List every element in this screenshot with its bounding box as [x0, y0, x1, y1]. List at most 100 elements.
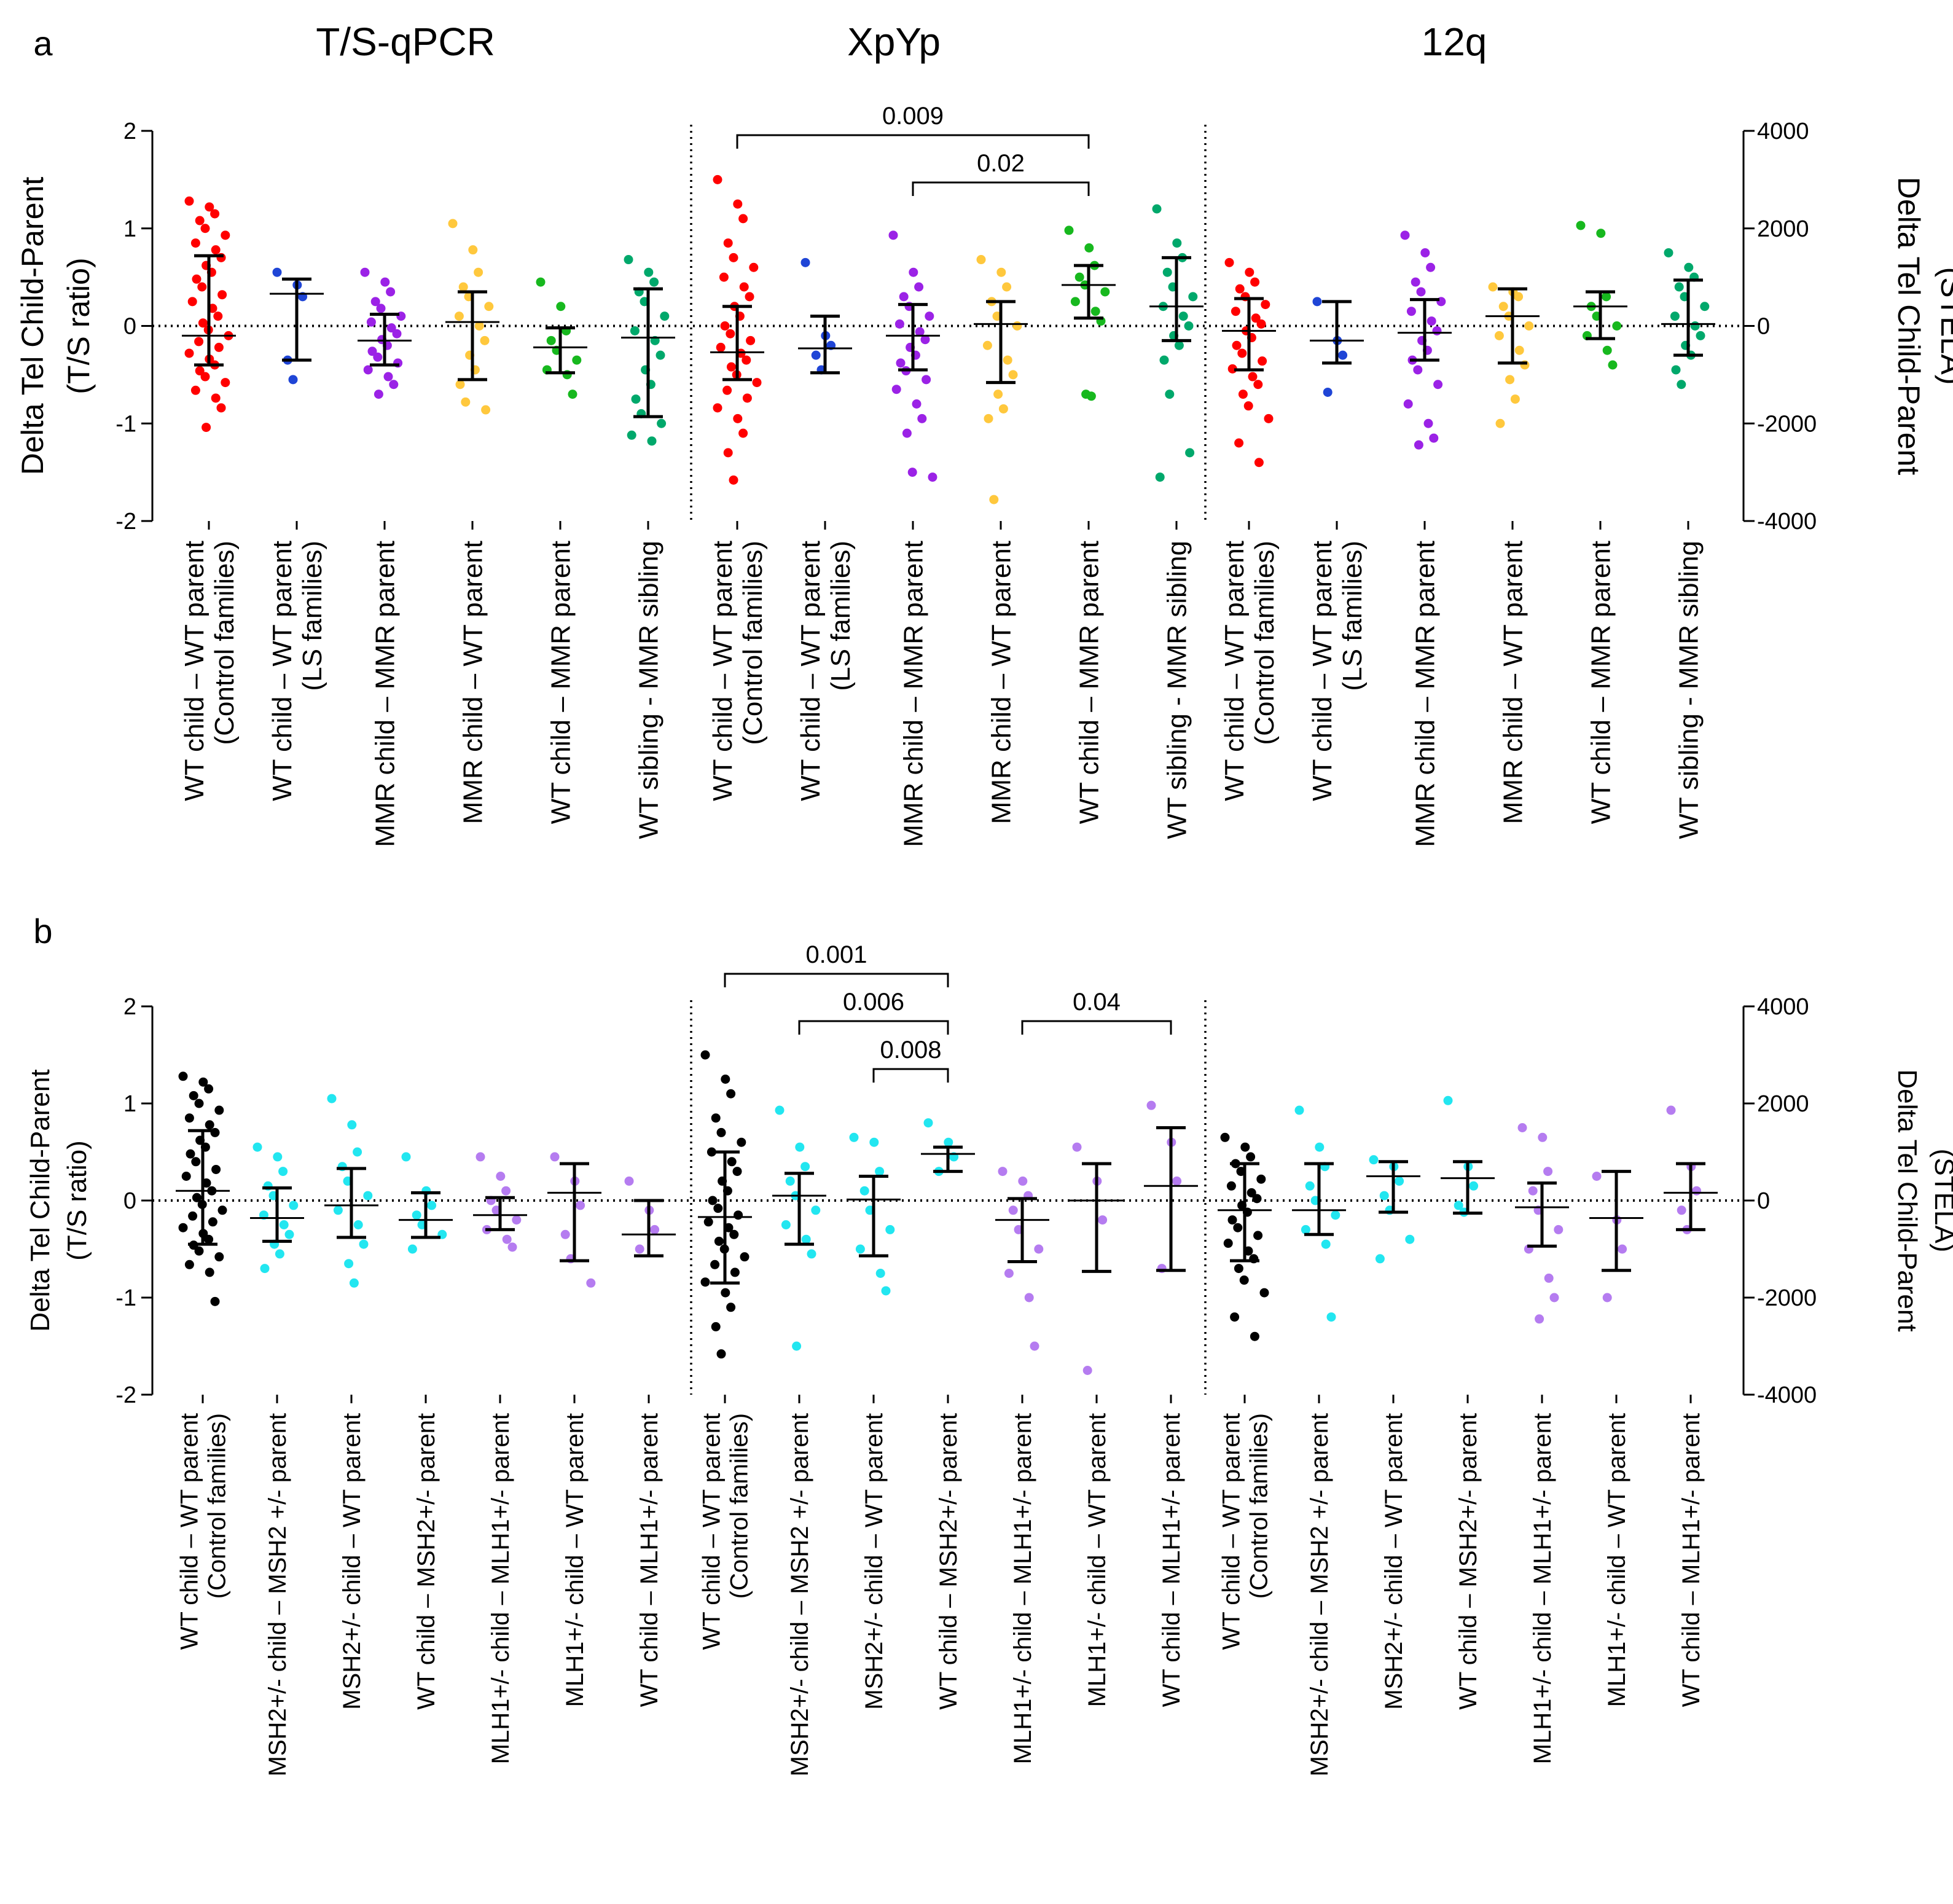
significance-bracket	[798, 1020, 949, 1035]
data-point	[480, 335, 490, 345]
data-point	[190, 385, 200, 395]
data-point	[998, 1167, 1008, 1177]
data-point	[1258, 356, 1267, 366]
data-point	[1238, 390, 1248, 399]
data-point	[1070, 297, 1080, 307]
data-point	[657, 418, 667, 428]
data-point	[894, 319, 904, 329]
data-point	[366, 317, 376, 327]
data-point	[1146, 1100, 1156, 1110]
data-point	[920, 335, 930, 345]
data-point	[211, 1164, 221, 1174]
data-point	[885, 1224, 895, 1234]
data-point	[1252, 1194, 1262, 1204]
data-point	[1338, 350, 1348, 360]
significance-bracket	[724, 973, 949, 987]
data-point	[1100, 287, 1110, 297]
data-point	[1395, 1176, 1404, 1186]
category-label: WT child – WT parent	[179, 541, 209, 801]
y-tick-label-right: 0	[1757, 314, 1770, 340]
data-point	[1429, 433, 1439, 443]
data-point	[392, 329, 402, 339]
data-point	[729, 1229, 739, 1239]
data-point	[202, 423, 211, 433]
data-point	[1400, 230, 1410, 240]
panel-letter: b	[33, 912, 52, 950]
category-label: MMR child – MMR parent	[898, 541, 928, 847]
category-label: WT child – WT parent	[1307, 541, 1337, 801]
data-point	[333, 1205, 343, 1215]
y-tick-label-left: -2	[115, 509, 136, 535]
y-tick-label-left: 2	[123, 119, 136, 144]
data-point	[353, 1220, 363, 1229]
y-tick-label-right: 4000	[1757, 119, 1809, 144]
data-point	[374, 390, 383, 399]
data-point	[217, 290, 227, 300]
data-point	[781, 1220, 791, 1229]
data-point	[729, 253, 738, 262]
data-point	[923, 1118, 933, 1128]
data-point	[476, 1152, 485, 1162]
data-point	[1375, 1254, 1385, 1264]
data-point	[1261, 300, 1270, 310]
data-point	[928, 472, 937, 482]
p-value-label: 0.001	[805, 941, 867, 968]
data-point	[353, 1147, 362, 1157]
data-point	[412, 1210, 421, 1220]
category-label: MLH1+/- child – MLH1+/- parent	[487, 1413, 514, 1764]
category-label: WT child – WT parent	[267, 541, 297, 801]
data-point	[1184, 321, 1194, 331]
p-value-label: 0.04	[1073, 989, 1121, 1016]
data-point	[194, 1099, 204, 1108]
data-point	[745, 292, 754, 302]
data-point	[560, 1229, 570, 1239]
p-value-label: 0.02	[977, 150, 1025, 177]
data-point	[727, 1157, 737, 1167]
category-label: MLH1+/- child – MLH1+/- parent	[1009, 1413, 1036, 1764]
data-point	[216, 403, 226, 413]
data-point	[1312, 297, 1322, 307]
data-point	[1677, 1205, 1686, 1215]
data-point	[370, 297, 380, 307]
data-point	[1469, 1181, 1479, 1191]
data-point	[729, 475, 738, 485]
data-point	[732, 1167, 742, 1177]
data-point	[875, 1269, 885, 1278]
y-axis-title-left: Delta Tel Child-Parent	[25, 1069, 55, 1331]
data-point	[181, 1172, 191, 1181]
data-point	[1256, 319, 1266, 329]
data-point	[722, 385, 732, 395]
data-point	[184, 348, 194, 358]
data-point	[214, 1252, 224, 1262]
data-point	[1423, 418, 1433, 428]
category-label: MLH1+/- child – MLH1+/- parent	[1529, 1413, 1556, 1764]
data-point	[1670, 311, 1680, 321]
category-label: MSH2+/- child – WT parent	[339, 1413, 366, 1710]
data-point	[713, 1204, 723, 1213]
data-point	[1012, 321, 1022, 331]
data-point	[1294, 1105, 1304, 1115]
category-label: WT sibling - MMR sibling	[633, 541, 663, 839]
data-point	[204, 1234, 214, 1244]
data-point	[1494, 331, 1504, 340]
data-point	[481, 405, 491, 415]
category-label: WT child – WT parent	[708, 541, 738, 801]
data-point	[359, 1239, 369, 1249]
data-point	[1692, 1186, 1702, 1196]
data-point	[190, 238, 200, 248]
data-point	[1403, 399, 1413, 409]
data-point	[902, 428, 912, 438]
data-point	[458, 282, 468, 292]
data-point	[1004, 1269, 1014, 1278]
data-point	[801, 1234, 811, 1244]
y-tick-label-right: -4000	[1757, 1382, 1817, 1408]
data-point	[733, 199, 743, 209]
category-label: MMR child – WT parent	[458, 541, 488, 824]
category-label: WT child – MMR parent	[546, 541, 576, 824]
data-point	[1178, 311, 1188, 321]
data-point	[1254, 458, 1264, 468]
category-label: MLH1+/- child – WT parent	[1603, 1413, 1630, 1707]
data-point	[738, 428, 748, 438]
data-point	[742, 393, 752, 403]
data-point	[739, 282, 749, 292]
